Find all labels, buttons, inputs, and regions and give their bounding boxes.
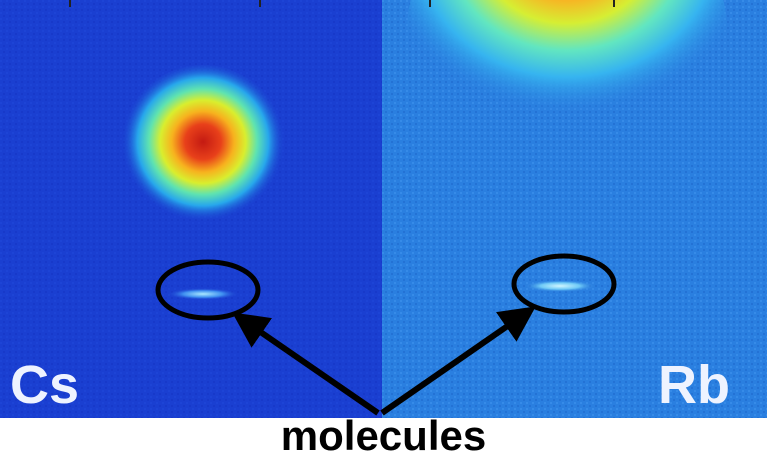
cs-absorption-panel xyxy=(0,0,382,418)
rb-atom-cloud xyxy=(407,0,727,170)
rb-molecule-signal xyxy=(524,280,596,292)
cs-atom-cloud xyxy=(121,65,285,225)
arrow-to-rb-molecules xyxy=(380,306,536,416)
cs-image-canvas xyxy=(0,0,382,418)
rb-molecule-circle xyxy=(511,253,617,315)
arrow-to-cs-molecules xyxy=(232,312,380,416)
cs-label: Cs xyxy=(10,355,80,415)
rb-image-canvas xyxy=(382,0,767,418)
molecules-caption: molecules xyxy=(280,412,487,459)
cs-molecule-circle xyxy=(155,259,261,321)
rb-absorption-panel xyxy=(382,0,767,418)
rb-label: Rb xyxy=(658,355,730,415)
cs-molecule-signal xyxy=(167,288,239,300)
